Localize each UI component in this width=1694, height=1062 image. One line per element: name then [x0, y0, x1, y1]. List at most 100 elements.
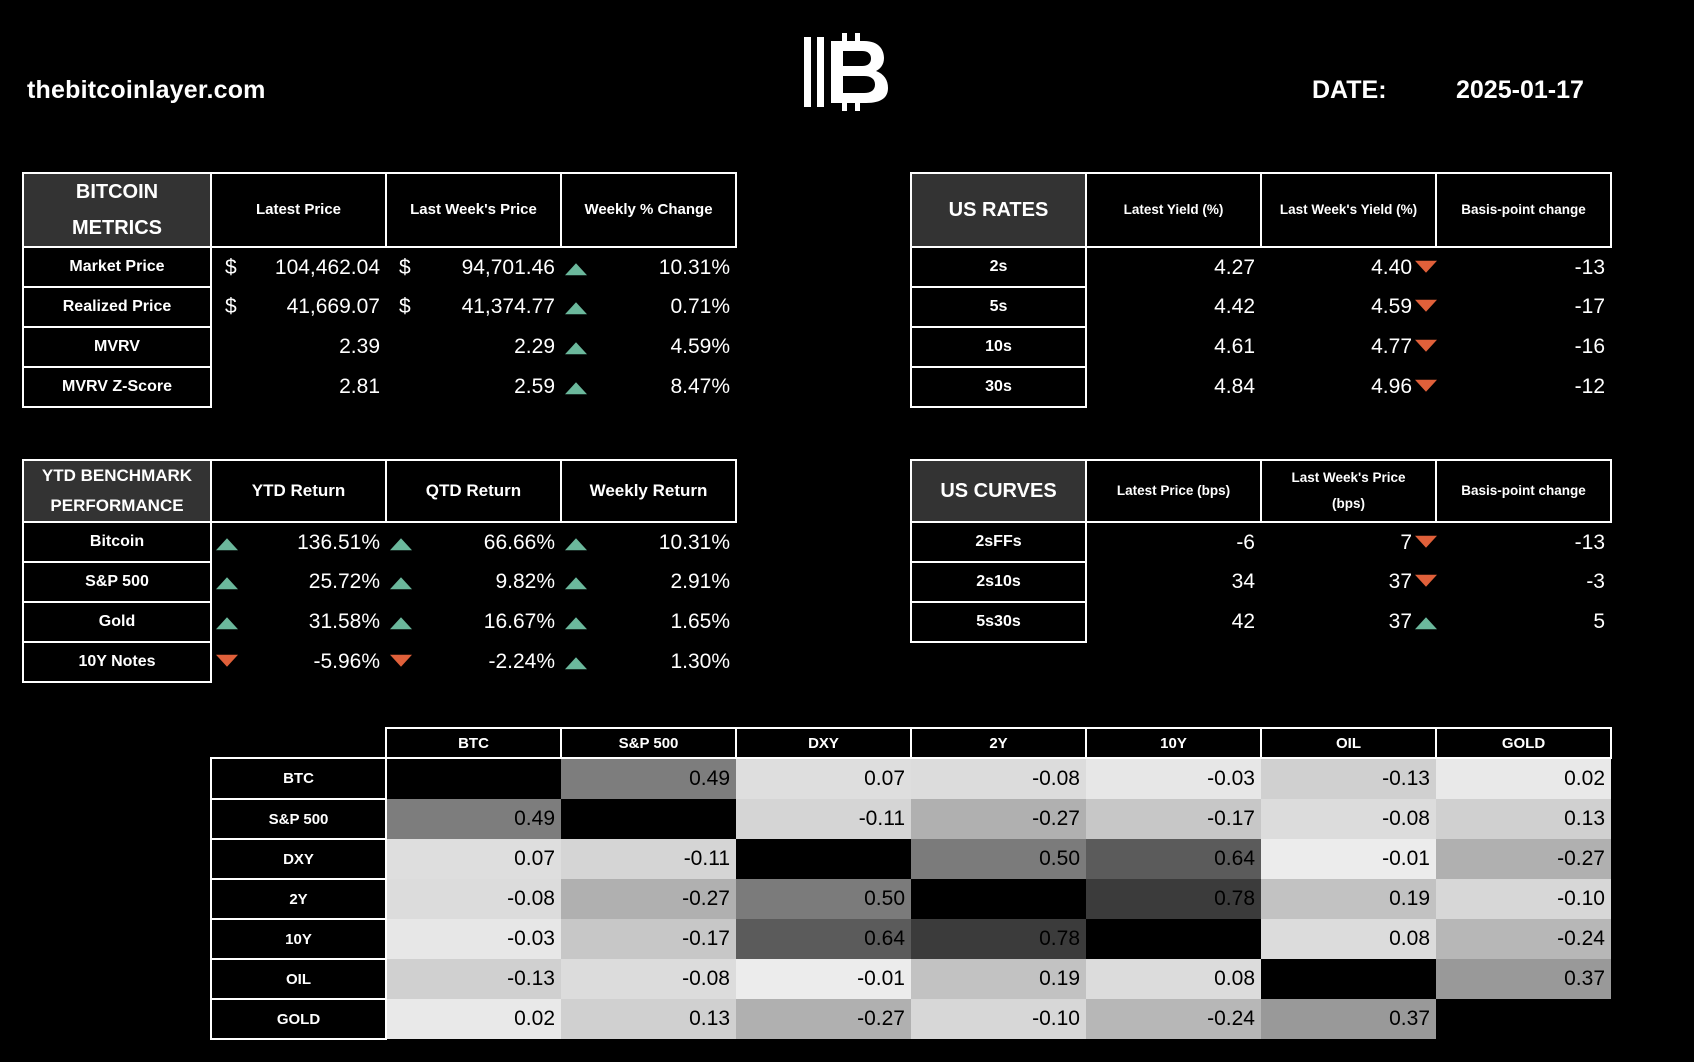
corr-cell: -0.27: [911, 799, 1086, 839]
bp-change: -13: [1574, 255, 1605, 279]
corr-cell: 0.64: [736, 919, 911, 959]
last-week-price: 7: [1400, 530, 1412, 554]
corr-row: S&P 500 0.49 -0.11 -0.27 -0.17 -0.08 0.1…: [210, 798, 1611, 840]
table-row: 2sFFs -6 7 -13: [910, 521, 1611, 563]
corr-row: DXY 0.07 -0.11 0.50 0.64 -0.01 -0.27: [210, 838, 1611, 880]
us-rates-title: US RATES: [910, 172, 1087, 248]
currency-symbol: $: [399, 295, 411, 318]
ytd-title-line2: PERFORMANCE: [50, 496, 184, 515]
down-arrow-icon: [1415, 379, 1437, 392]
corr-row-label: 10Y: [210, 918, 387, 960]
corr-cell: -0.11: [561, 839, 736, 879]
value: 2.29: [514, 335, 555, 358]
corr-cell: -0.24: [1436, 919, 1611, 959]
last-week-yield: 4.96: [1371, 375, 1412, 398]
corr-cell: -0.17: [1086, 799, 1261, 839]
up-arrow-icon: [565, 262, 587, 275]
corr-cell: 0.50: [911, 839, 1086, 879]
row-label: Realized Price: [22, 286, 212, 328]
row-label: 2s: [910, 246, 1087, 288]
corr-row-label: S&P 500: [210, 798, 387, 840]
table-row: Realized Price $41,669.07 $41,374.77 0.7…: [22, 286, 736, 328]
corr-cell: -0.13: [1261, 758, 1436, 799]
corr-cell: -0.03: [386, 919, 561, 959]
corr-cell: -0.10: [911, 999, 1086, 1039]
up-arrow-icon: [565, 577, 587, 590]
up-arrow-icon: [390, 537, 412, 550]
row-label: 2s10s: [910, 561, 1087, 603]
col-header: Latest Price: [210, 172, 387, 248]
col-header: Last Week's Price (bps): [1260, 459, 1437, 523]
corr-col-header: OIL: [1260, 727, 1437, 759]
corr-cell: -0.13: [386, 959, 561, 999]
corr-cell: -0.08: [911, 758, 1086, 799]
ytd-return: -5.96%: [313, 650, 380, 673]
weekly-return: 1.30%: [670, 650, 730, 673]
value: 10.31%: [658, 255, 730, 279]
latest-yield: 4.27: [1214, 255, 1255, 279]
corr-cell: -0.08: [561, 959, 736, 999]
up-arrow-icon: [390, 617, 412, 630]
latest-price: $104,462.04: [211, 247, 386, 287]
corr-cell: -0.17: [561, 919, 736, 959]
col-header-line1: Last Week's Price: [1291, 470, 1406, 485]
corr-row-label: BTC: [210, 757, 387, 800]
ytd-title-line1: YTD BENCHMARK: [41, 466, 193, 485]
corr-cell: -0.03: [1086, 758, 1261, 799]
last-week-price: $94,701.46: [386, 247, 561, 287]
corr-cell: [1086, 919, 1261, 959]
weekly-change: 4.59%: [561, 327, 736, 367]
latest-price: 34: [1231, 570, 1255, 593]
corr-cell: 0.13: [561, 999, 736, 1039]
corr-cell: 0.19: [911, 959, 1086, 999]
table-row: Bitcoin 136.51% 66.66% 10.31%: [22, 521, 736, 563]
up-arrow-icon: [216, 537, 238, 550]
ytd-return: 31.58%: [308, 610, 380, 633]
date-label: DATE:: [1312, 76, 1387, 104]
row-label: MVRV: [22, 326, 212, 368]
latest-yield: 4.84: [1214, 375, 1255, 398]
corr-row: OIL -0.13 -0.08 -0.01 0.19 0.08 0.37: [210, 958, 1611, 1000]
last-week-yield: 4.40: [1371, 255, 1412, 279]
weekly-return: 1.65%: [670, 610, 730, 633]
table-row: Market Price $104,462.04 $94,701.46 10.3…: [22, 246, 736, 288]
row-label: Market Price: [22, 246, 212, 288]
corr-row: BTC 0.49 0.07 -0.08 -0.03 -0.13 0.02: [210, 757, 1611, 800]
weekly-return: 10.31%: [658, 530, 730, 554]
col-header: Basis-point change: [1435, 459, 1612, 523]
value: 94,701.46: [461, 255, 555, 279]
last-week-yield: 4.59: [1371, 295, 1412, 318]
bp-change: -12: [1574, 375, 1605, 398]
ytd-return: 136.51%: [297, 530, 380, 554]
last-week-price: 2.59: [386, 367, 561, 407]
qtd-return: 9.82%: [495, 570, 555, 593]
last-week-price: 37: [1388, 570, 1412, 593]
row-label: S&P 500: [22, 561, 212, 603]
value: 4.59%: [670, 335, 730, 358]
row-label: Gold: [22, 601, 212, 643]
table-row: 10Y Notes -5.96% -2.24% 1.30%: [22, 641, 736, 683]
corr-cell: 0.64: [1086, 839, 1261, 879]
row-label: 30s: [910, 366, 1087, 408]
col-header: Basis-point change: [1435, 172, 1612, 248]
corr-cell: -0.08: [386, 879, 561, 919]
row-label: 10s: [910, 326, 1087, 368]
bp-change: -3: [1586, 570, 1605, 593]
qtd-return: 66.66%: [483, 530, 555, 554]
corr-row-label: 2Y: [210, 878, 387, 920]
col-header: Weekly % Change: [560, 172, 737, 248]
corr-col-header: BTC: [385, 727, 562, 759]
bitcoin-metrics-title-line2: METRICS: [72, 217, 162, 239]
row-label: Bitcoin: [22, 521, 212, 563]
corr-cell: [561, 799, 736, 839]
latest-price: 2.39: [211, 327, 386, 367]
col-header: Last Week's Yield (%): [1260, 172, 1437, 248]
corr-cell: -0.24: [1086, 999, 1261, 1039]
bitcoin-layer-logo-icon: [804, 33, 888, 111]
ytd-return: 25.72%: [308, 570, 380, 593]
value: 2.59: [514, 375, 555, 398]
table-row: 5s30s 42 37 5: [910, 601, 1611, 643]
bp-change: 5: [1593, 610, 1605, 633]
corr-cell: [386, 758, 561, 799]
weekly-change: 10.31%: [561, 247, 736, 287]
